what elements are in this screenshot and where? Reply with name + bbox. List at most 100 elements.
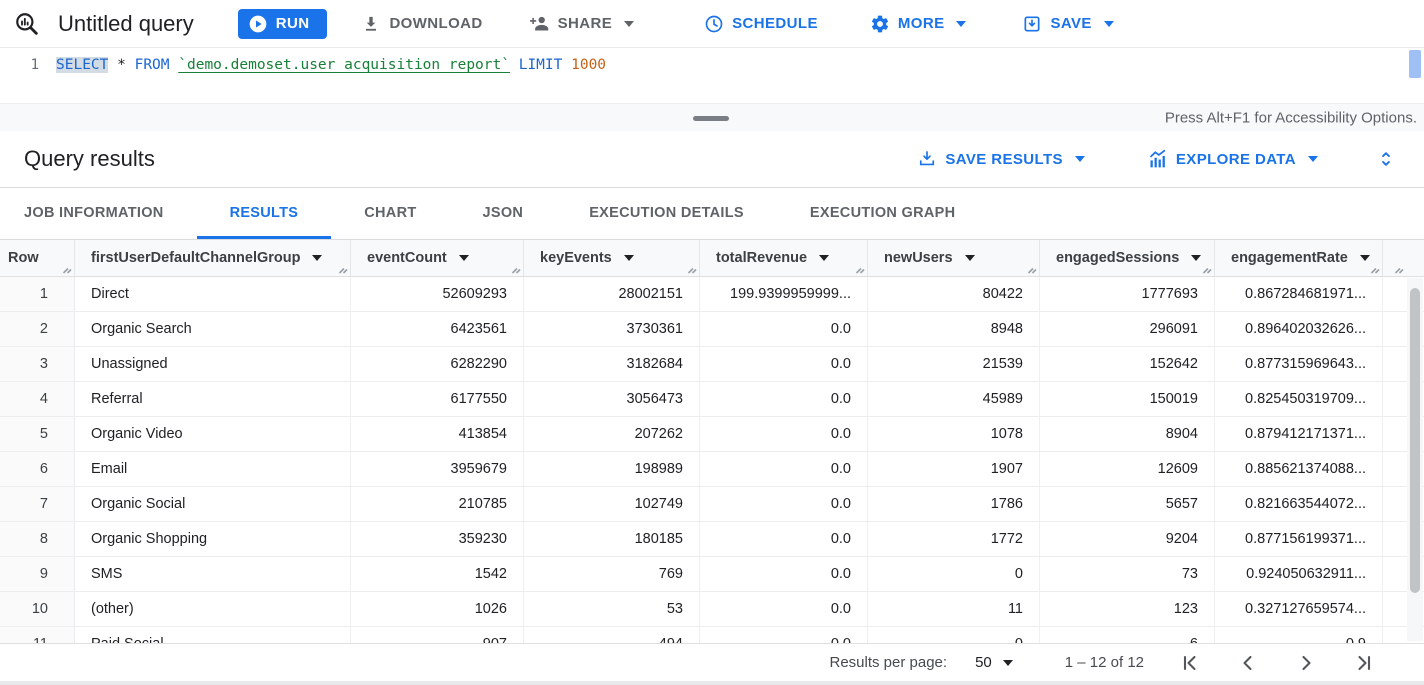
sql-table-reference-link[interactable]: `demo.demoset.user_acquisition_report` <box>178 57 510 73</box>
cell-engagedsessions: 123 <box>1040 592 1215 626</box>
tab-job-information[interactable]: JOB INFORMATION <box>0 188 197 239</box>
column-header-engagementrate[interactable]: engagementRate <box>1215 240 1383 276</box>
column-resize-grip-icon[interactable] <box>1393 263 1404 274</box>
cell-keyevents: 769 <box>524 557 700 591</box>
cell-firstuserdefaultchannelgroup: Organic Search <box>75 312 351 346</box>
cell-engagementrate: 0.924050632911... <box>1215 557 1383 591</box>
run-button[interactable]: RUN <box>238 9 328 39</box>
cell-newusers: 1772 <box>868 522 1040 556</box>
table-row-clipped: 11Paid Social9074940.0060.9 <box>0 627 1424 643</box>
cell-filler <box>1383 277 1406 311</box>
row-number: 1 <box>0 277 75 311</box>
download-button[interactable]: DOWNLOAD <box>353 8 490 40</box>
cell-newusers: 1786 <box>868 487 1040 521</box>
cell-engagementrate: 0.825450319709... <box>1215 382 1383 416</box>
sql-code-line[interactable]: SELECT * FROM `demo.demoset.user_acquisi… <box>56 48 606 103</box>
page-size-select[interactable]: 50 <box>975 654 1013 671</box>
row-number: 6 <box>0 452 75 486</box>
schedule-button[interactable]: SCHEDULE <box>696 8 826 40</box>
sql-editor[interactable]: 1 SELECT * FROM `demo.demoset.user_acqui… <box>0 48 1424 103</box>
column-resize-grip-icon[interactable] <box>686 263 697 274</box>
share-button[interactable]: SHARE <box>521 7 643 40</box>
cell-firstuserdefaultchannelgroup: Paid Social <box>75 627 351 643</box>
column-resize-grip-icon[interactable] <box>61 263 72 274</box>
cell-engagementrate: 0.879412171371... <box>1215 417 1383 451</box>
cell-newusers: 0 <box>868 627 1040 643</box>
chart-icon <box>1147 149 1168 170</box>
cell-eventcount: 6177550 <box>351 382 524 416</box>
pane-drag-handle[interactable] <box>693 116 729 121</box>
chevron-down-icon <box>1075 156 1085 162</box>
cell-newusers: 1907 <box>868 452 1040 486</box>
cell-engagedsessions: 9204 <box>1040 522 1215 556</box>
previous-page-button[interactable] <box>1236 651 1260 675</box>
table-scrollbar-thumb[interactable] <box>1410 288 1420 593</box>
cell-engagementrate: 0.327127659574... <box>1215 592 1383 626</box>
column-label: firstUserDefaultChannelGroup <box>91 250 300 266</box>
sql-keyword-from: FROM <box>135 57 170 73</box>
column-header-eventcount[interactable]: eventCount <box>351 240 524 276</box>
cell-engagementrate: 0.885621374088... <box>1215 452 1383 486</box>
column-menu-icon[interactable] <box>819 255 829 261</box>
save-results-button[interactable]: SAVE RESULTS <box>909 143 1093 175</box>
download-tray-icon <box>917 149 937 169</box>
table-row: 8Organic Shopping3592301801850.017729204… <box>0 522 1424 557</box>
column-menu-icon[interactable] <box>624 255 634 261</box>
play-icon <box>248 14 268 34</box>
tab-results[interactable]: RESULTS <box>197 188 332 239</box>
column-menu-icon[interactable] <box>1360 255 1370 261</box>
last-page-button[interactable] <box>1352 651 1376 675</box>
column-header-engagedsessions[interactable]: engagedSessions <box>1040 240 1215 276</box>
horizontal-scrollbar-track[interactable] <box>0 681 1424 685</box>
tab-chart[interactable]: CHART <box>331 188 449 239</box>
gear-icon <box>870 14 890 34</box>
cell-keyevents: 3730361 <box>524 312 700 346</box>
explore-data-button[interactable]: EXPLORE DATA <box>1139 143 1326 176</box>
cell-keyevents: 494 <box>524 627 700 643</box>
next-page-button[interactable] <box>1294 651 1318 675</box>
column-header-totalrevenue[interactable]: totalRevenue <box>700 240 868 276</box>
first-page-button[interactable] <box>1178 651 1202 675</box>
query-results-header: Query results SAVE RESULTS <box>0 131 1424 188</box>
cell-keyevents: 53 <box>524 592 700 626</box>
cell-firstuserdefaultchannelgroup: Direct <box>75 277 351 311</box>
expand-results-button[interactable] <box>1372 145 1400 173</box>
clock-icon <box>704 14 724 34</box>
column-resize-grip-icon[interactable] <box>1369 263 1380 274</box>
cell-engagedsessions: 73 <box>1040 557 1215 591</box>
cell-firstuserdefaultchannelgroup: (other) <box>75 592 351 626</box>
cell-firstuserdefaultchannelgroup: Organic Social <box>75 487 351 521</box>
column-menu-icon[interactable] <box>459 255 469 261</box>
column-menu-icon[interactable] <box>1191 255 1201 261</box>
column-resize-grip-icon[interactable] <box>854 263 865 274</box>
first-page-icon <box>1178 663 1202 678</box>
table-vertical-scrollbar[interactable] <box>1407 278 1423 641</box>
column-resize-grip-icon[interactable] <box>1026 263 1037 274</box>
cell-engagedsessions: 1777693 <box>1040 277 1215 311</box>
column-header-keyevents[interactable]: keyEvents <box>524 240 700 276</box>
column-header-firstuserdefaultchannelgroup[interactable]: firstUserDefaultChannelGroup <box>75 240 351 276</box>
cell-firstuserdefaultchannelgroup: Email <box>75 452 351 486</box>
column-label: totalRevenue <box>716 250 807 266</box>
tab-execution-details[interactable]: EXECUTION DETAILS <box>556 188 777 239</box>
more-button[interactable]: MORE <box>862 8 975 40</box>
save-icon <box>1022 14 1042 34</box>
table-footer: Results per page: 50 1 – 12 of 12 <box>0 643 1424 681</box>
table-row: 10(other)1026530.0111230.327127659574... <box>0 592 1424 627</box>
cell-filler <box>1383 557 1406 591</box>
column-menu-icon[interactable] <box>965 255 975 261</box>
column-header-newusers[interactable]: newUsers <box>868 240 1040 276</box>
column-header-row[interactable]: Row <box>0 240 75 276</box>
tab-json[interactable]: JSON <box>450 188 557 239</box>
column-resize-grip-icon[interactable] <box>510 263 521 274</box>
cell-keyevents: 3182684 <box>524 347 700 381</box>
editor-scrollbar-thumb[interactable] <box>1409 50 1421 78</box>
sql-limit-value: 1000 <box>571 57 606 73</box>
save-button[interactable]: SAVE <box>1014 8 1121 40</box>
tab-execution-graph[interactable]: EXECUTION GRAPH <box>777 188 989 239</box>
results-per-page-label: Results per page: <box>830 654 948 671</box>
column-resize-grip-icon[interactable] <box>1201 263 1212 274</box>
column-menu-icon[interactable] <box>312 255 322 261</box>
column-resize-grip-icon[interactable] <box>337 263 348 274</box>
cell-engagedsessions: 6 <box>1040 627 1215 643</box>
